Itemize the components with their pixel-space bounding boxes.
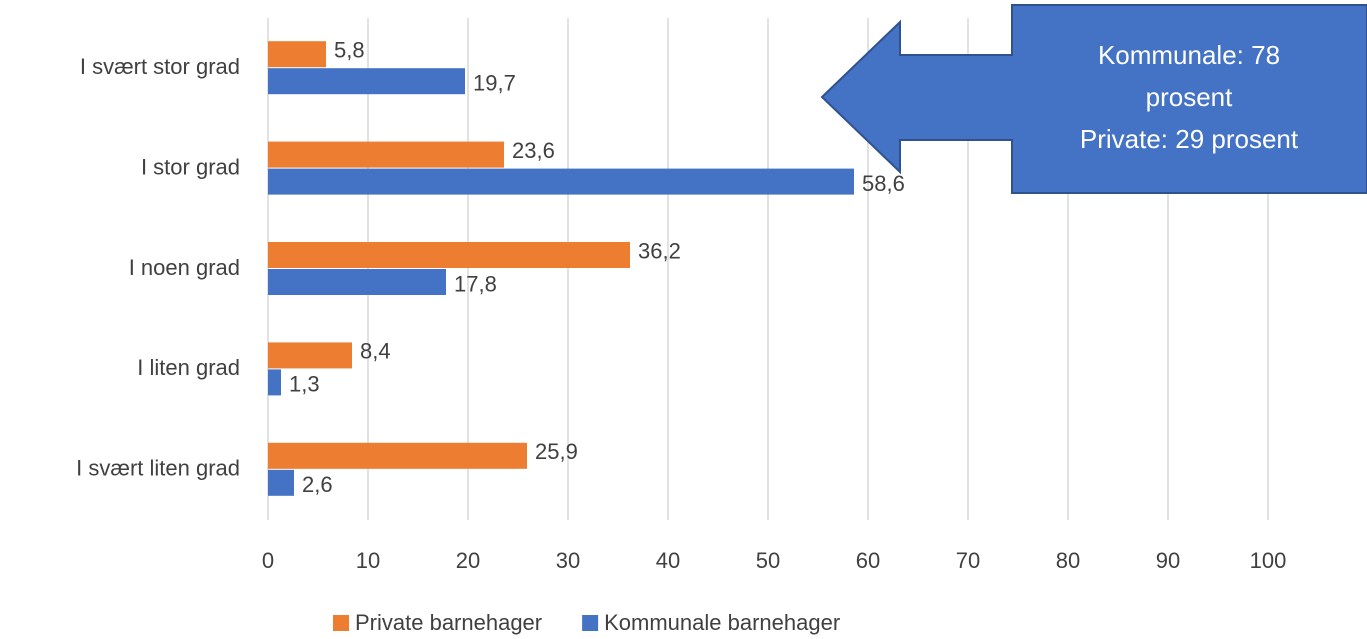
legend-swatch (582, 615, 599, 631)
bar (268, 141, 504, 168)
y-tick-label: I svært liten grad (76, 456, 240, 481)
y-tick-label: I stor grad (141, 154, 240, 179)
value-label: 1,3 (289, 372, 320, 397)
bar (268, 168, 854, 195)
value-label: 5,8 (334, 38, 365, 63)
bar (268, 369, 281, 396)
annotation-text: Kommunale: 78 (1098, 40, 1280, 70)
x-tick-label: 90 (1156, 548, 1180, 573)
annotation-text: Private: 29 prosent (1080, 124, 1299, 154)
value-label: 17,8 (454, 271, 497, 296)
bar (268, 342, 352, 369)
bar (268, 442, 527, 469)
bar (268, 242, 630, 268)
bar (268, 269, 446, 295)
value-label: 8,4 (360, 339, 391, 364)
value-label: 25,9 (535, 439, 578, 464)
x-tick-label: 40 (656, 548, 680, 573)
callout (820, 4, 1367, 194)
x-tick-label: 0 (262, 548, 274, 573)
value-label: 23,6 (512, 138, 555, 163)
bar (268, 41, 326, 68)
legend-label: Private barnehager (355, 610, 542, 635)
x-tick-label: 70 (956, 548, 980, 573)
x-tick-label: 30 (556, 548, 580, 573)
x-tick-label: 10 (356, 548, 380, 573)
legend-swatch (333, 615, 349, 631)
x-tick-label: 60 (856, 548, 880, 573)
value-label: 19,7 (473, 71, 516, 96)
value-label: 58,6 (862, 171, 905, 196)
x-tick-label: 80 (1056, 548, 1080, 573)
callout-shape (820, 4, 1367, 194)
y-tick-label: I noen grad (129, 255, 240, 280)
bar (268, 68, 465, 95)
value-label: 2,6 (302, 472, 333, 497)
y-tick-label: I liten grad (137, 355, 240, 380)
value-label: 36,2 (638, 238, 681, 263)
x-tick-label: 20 (456, 548, 480, 573)
x-tick-label: 100 (1250, 548, 1287, 573)
bar (268, 469, 294, 496)
x-tick-label: 50 (756, 548, 780, 573)
annotation-text: prosent (1146, 82, 1233, 112)
legend-label: Kommunale barnehager (604, 610, 840, 635)
y-tick-label: I svært stor grad (80, 54, 240, 79)
